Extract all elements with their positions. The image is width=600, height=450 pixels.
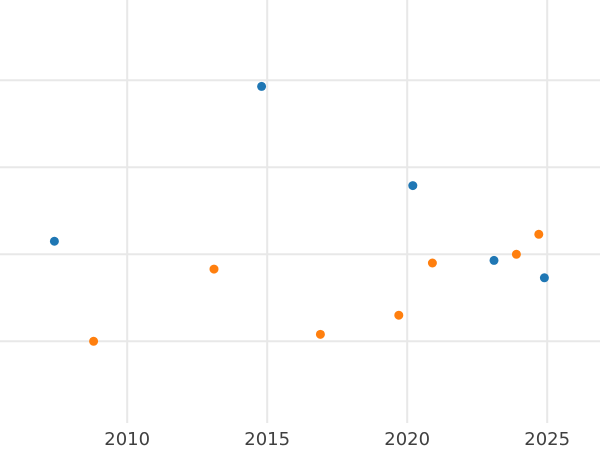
data-point-orange bbox=[315, 329, 325, 339]
x-tick-label: 2020 bbox=[384, 429, 430, 450]
data-point-blue bbox=[257, 81, 267, 91]
data-point-orange bbox=[89, 336, 99, 346]
x-tick-label: 2025 bbox=[524, 429, 570, 450]
x-tick-label: 2010 bbox=[104, 429, 150, 450]
data-point-orange bbox=[394, 310, 404, 320]
data-point-blue bbox=[408, 181, 418, 191]
data-point-orange bbox=[534, 229, 544, 239]
x-tick-label: 2015 bbox=[244, 429, 290, 450]
data-point-orange bbox=[511, 249, 521, 259]
data-point-orange bbox=[427, 258, 437, 268]
data-point-blue bbox=[489, 255, 499, 265]
data-point-blue bbox=[49, 236, 59, 246]
data-point-blue bbox=[539, 273, 549, 283]
data-point-orange bbox=[209, 264, 219, 274]
